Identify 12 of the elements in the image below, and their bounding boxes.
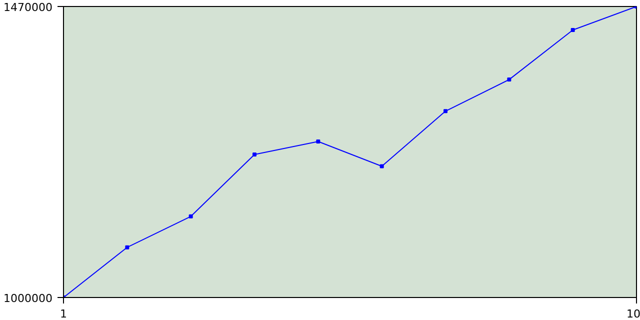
y-tick-label: 1000000 bbox=[4, 292, 53, 305]
point bbox=[316, 139, 320, 144]
x-tick-label: 10 bbox=[626, 308, 640, 320]
point bbox=[507, 78, 512, 82]
x-tick-label: 1 bbox=[60, 308, 67, 320]
point bbox=[125, 245, 130, 250]
point bbox=[380, 164, 384, 168]
point bbox=[188, 214, 193, 218]
y-tick-label: 1470000 bbox=[4, 1, 53, 14]
point bbox=[444, 109, 448, 114]
point bbox=[570, 28, 575, 32]
point bbox=[252, 152, 256, 156]
